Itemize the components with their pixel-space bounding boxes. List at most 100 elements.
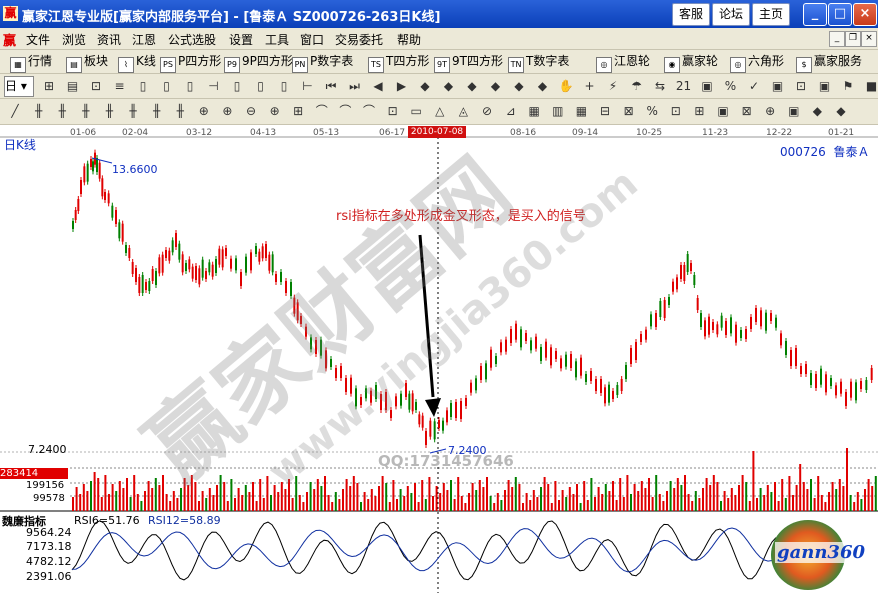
drawing-tool-icon[interactable]: ⌒ (362, 104, 375, 118)
customer-service-button[interactable]: 客服 (672, 3, 710, 26)
toolbar-item-9[interactable]: ◎ 江恩轮 (596, 52, 650, 73)
close-icon[interactable]: × (853, 3, 877, 26)
drawing-tool-icon[interactable]: ╫ (82, 104, 90, 118)
toolbar-item-0[interactable]: ▦ 行情 (10, 52, 52, 73)
mdi-minimize-icon[interactable]: _ (829, 31, 845, 47)
kline-chart-area[interactable] (0, 125, 878, 593)
chart-tool-icon[interactable]: ⊢ (302, 79, 313, 93)
toolbar-item-3[interactable]: PS P四方形 (160, 52, 221, 73)
chart-tool-icon[interactable]: ▣ (771, 79, 784, 93)
chart-tool-icon[interactable]: ◆ (420, 79, 430, 93)
toolbar-item-5[interactable]: PN P数字表 (292, 52, 353, 73)
drawing-tool-icon[interactable]: ⊿ (505, 104, 516, 118)
toolbar-item-6[interactable]: TS T四方形 (368, 52, 429, 73)
drawing-tool-icon[interactable]: ⊘ (481, 104, 493, 118)
drawing-tool-icon[interactable]: ⊡ (387, 104, 398, 118)
chart-tool-icon[interactable]: + (584, 79, 595, 93)
menu-item-6[interactable]: 工具 (265, 33, 290, 47)
forum-button[interactable]: 论坛 (712, 3, 750, 26)
drawing-tool-icon[interactable]: ⊕ (222, 104, 233, 118)
menu-item-1[interactable]: 浏览 (62, 33, 87, 47)
menu-item-5[interactable]: 设置 (229, 33, 254, 47)
drawing-tool-icon[interactable]: ╫ (176, 104, 184, 118)
chart-tool-icon[interactable]: ▶ (396, 79, 407, 93)
chart-tool-icon[interactable]: ▯ (186, 79, 194, 93)
drawing-tool-icon[interactable]: ╱ (11, 104, 19, 118)
menu-item-3[interactable]: 江恩 (132, 33, 157, 47)
drawing-tool-icon[interactable]: ╫ (105, 104, 113, 118)
menu-item-2[interactable]: 资讯 (97, 33, 122, 47)
chart-tool-icon[interactable]: ▣ (818, 79, 831, 93)
toolbar-item-1[interactable]: ▤ 板块 (66, 52, 108, 73)
chart-tool-icon[interactable]: ▯ (280, 79, 288, 93)
toolbar-item-8[interactable]: TN T数字表 (508, 52, 569, 73)
drawing-tool-icon[interactable]: ▦ (575, 104, 588, 118)
drawing-tool-icon[interactable]: ◆ (812, 104, 822, 118)
chart-tool-icon[interactable]: ⚑ (842, 79, 854, 93)
chart-tool-icon[interactable]: ◆ (514, 79, 524, 93)
chart-tool-icon[interactable]: ▯ (257, 79, 264, 93)
chart-tool-icon[interactable]: ◀ (373, 79, 383, 93)
chart-tool-icon[interactable]: ■ (865, 79, 878, 93)
drawing-tool-icon[interactable]: ╫ (152, 104, 161, 118)
menu-item-0[interactable]: 文件 (26, 33, 51, 47)
drawing-tool-icon[interactable]: ⊠ (623, 104, 634, 118)
chart-tool-icon[interactable]: ☂ (631, 79, 642, 93)
chart-tool-icon[interactable]: ◆ (443, 79, 454, 93)
drawing-tool-icon[interactable]: ⊕ (269, 104, 280, 118)
toolbar-item-11[interactable]: ◎ 六角形 (730, 52, 784, 73)
chart-tool-icon[interactable]: ⊣ (208, 79, 219, 93)
drawing-tool-icon[interactable]: ⊞ (293, 104, 304, 118)
chart-tool-icon[interactable]: ◆ (490, 79, 501, 93)
drawing-tool-icon[interactable]: ⌒ (339, 104, 352, 118)
chart-tool-icon[interactable]: ≡ (114, 79, 125, 93)
toolbar-item-4[interactable]: P9 9P四方形 (224, 52, 293, 73)
chart-tool-icon[interactable]: ⇆ (654, 79, 666, 93)
drawing-tool-icon[interactable]: ⊠ (741, 104, 752, 118)
menu-item-7[interactable]: 窗口 (300, 33, 325, 47)
drawing-tool-icon[interactable]: ⊕ (198, 104, 209, 118)
chart-tool-icon[interactable]: ⏭ (349, 79, 360, 93)
menu-item-9[interactable]: 帮助 (397, 33, 422, 47)
drawing-tool-icon[interactable]: ⌒ (315, 104, 328, 118)
chart-tool-icon[interactable]: % (724, 79, 737, 93)
drawing-tool-icon[interactable]: ╫ (58, 104, 66, 118)
toolbar-item-10[interactable]: ◉ 赢家轮 (664, 52, 718, 73)
toolbar-item-2[interactable]: ⌇ K线 (118, 52, 156, 73)
chart-tool-icon[interactable]: ⊞ (43, 79, 55, 93)
drawing-tool-icon[interactable]: ▭ (410, 104, 422, 118)
kline-chart-svg[interactable] (0, 125, 878, 593)
menu-item-8[interactable]: 交易委托 (335, 33, 384, 47)
drawing-tool-icon[interactable]: ▦ (528, 104, 540, 118)
period-select[interactable]: 日 ▾ (4, 76, 34, 97)
maximize-icon[interactable]: □ (828, 3, 852, 26)
chart-tool-icon[interactable]: ▯ (233, 79, 241, 93)
toolbar-item-7[interactable]: 9T 9T四方形 (434, 52, 503, 73)
chart-tool-icon[interactable]: ⏮ (325, 79, 337, 93)
drawing-tool-icon[interactable]: ◆ (836, 104, 846, 118)
chart-tool-icon[interactable]: ▣ (701, 79, 713, 93)
drawing-tool-icon[interactable]: ⊡ (670, 104, 681, 118)
drawing-tool-icon[interactable]: ⊞ (694, 104, 705, 118)
menu-item-4[interactable]: 公式选股 (168, 33, 217, 47)
chart-tool-icon[interactable]: ▯ (163, 79, 170, 93)
drawing-tool-icon[interactable]: ╫ (34, 104, 43, 118)
drawing-tool-icon[interactable]: ⊟ (599, 104, 611, 118)
drawing-tool-icon[interactable]: ▥ (552, 104, 564, 118)
chart-tool-icon[interactable]: ⊡ (795, 79, 807, 93)
chart-tool-icon[interactable]: ✋ (558, 79, 574, 93)
drawing-tool-icon[interactable]: ▣ (717, 104, 729, 118)
drawing-tool-icon[interactable]: ⊖ (245, 104, 257, 118)
drawing-tool-icon[interactable]: ╫ (129, 104, 137, 118)
chart-tool-icon[interactable]: 21 (675, 79, 692, 93)
minimize-icon[interactable]: _ (803, 3, 827, 26)
homepage-button[interactable]: 主页 (752, 3, 790, 26)
drawing-tool-icon[interactable]: ◬ (458, 104, 468, 118)
mdi-close-icon[interactable]: × (861, 31, 877, 47)
drawing-tool-icon[interactable]: △ (435, 104, 445, 118)
drawing-tool-icon[interactable]: ⊕ (765, 104, 776, 118)
drawing-tool-icon[interactable]: ▣ (788, 104, 800, 118)
chart-tool-icon[interactable]: ▯ (139, 79, 147, 93)
toolbar-item-12[interactable]: $ 赢家服务 (796, 52, 862, 73)
chart-tool-icon[interactable]: ✓ (748, 79, 760, 93)
